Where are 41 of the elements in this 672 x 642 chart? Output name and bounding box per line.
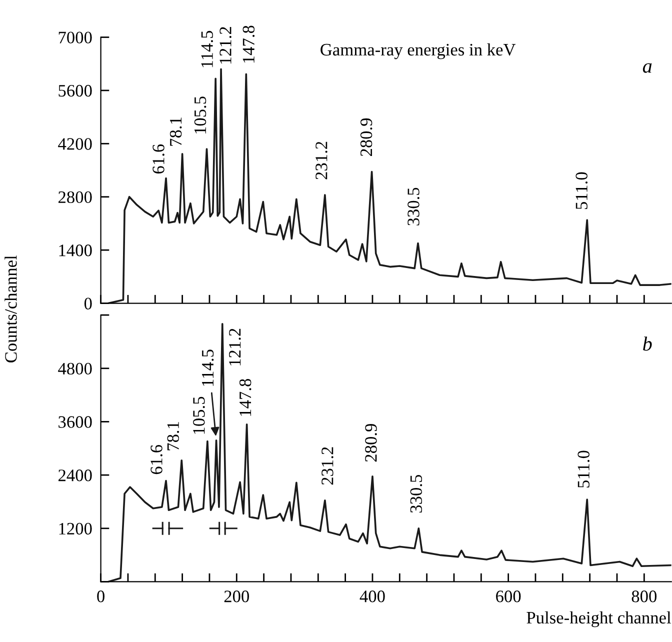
- y-tick-label: 4200: [58, 138, 92, 150]
- annotation: b: [643, 336, 652, 351]
- y-tick-label: 1200: [59, 522, 92, 535]
- line-series: [107, 323, 672, 582]
- annotation: 511.0: [576, 172, 588, 210]
- x-tick-label: 600: [496, 590, 521, 602]
- y-tick-label: 3600: [58, 416, 92, 428]
- annotation: 147.8: [242, 26, 255, 63]
- y-tick-label: 2800: [58, 191, 92, 204]
- annotation: 105.5: [194, 96, 206, 134]
- x-tick-label: 0: [97, 590, 104, 602]
- annotation: 61.6: [150, 444, 162, 474]
- annotation: 114.5: [202, 350, 214, 386]
- annotation: 61.6: [152, 144, 164, 174]
- annotation: 121.2: [229, 328, 241, 366]
- y-tick-label: 2400: [58, 470, 92, 482]
- annotation: a: [642, 63, 652, 73]
- annotation: 78.1: [170, 118, 182, 146]
- y-axis-title: Counts/channel: [4, 255, 17, 362]
- annotation: 231.2: [316, 142, 328, 180]
- x-tick-label: 400: [360, 590, 385, 602]
- annotation: 330.5: [408, 188, 420, 226]
- annotation: 280.9: [365, 424, 377, 462]
- chart-title: Gamma-ray energies in keV: [320, 43, 516, 60]
- y-tick-label: 1400: [59, 244, 92, 256]
- annotation: 147.8: [239, 378, 252, 416]
- annotation: 114.5: [201, 30, 214, 68]
- annotation: 280.9: [360, 118, 372, 156]
- annotation: 105.5: [193, 396, 205, 434]
- x-axis-title: Pulse-height channel: [526, 611, 671, 628]
- annotation: 121.2: [220, 27, 232, 64]
- y-tick-label: 5600: [58, 84, 92, 97]
- x-tick-label: 200: [224, 590, 249, 602]
- y-tick-label: 7000: [58, 32, 92, 44]
- annotation: 231.2: [322, 447, 334, 485]
- annotation: 78.1: [167, 422, 180, 450]
- annotation: 330.5: [410, 474, 422, 513]
- y-tick-label: 0: [84, 298, 92, 310]
- annotation: 511.0: [578, 450, 590, 488]
- x-tick-label: 800: [632, 590, 657, 602]
- y-tick-label: 4800: [58, 362, 92, 375]
